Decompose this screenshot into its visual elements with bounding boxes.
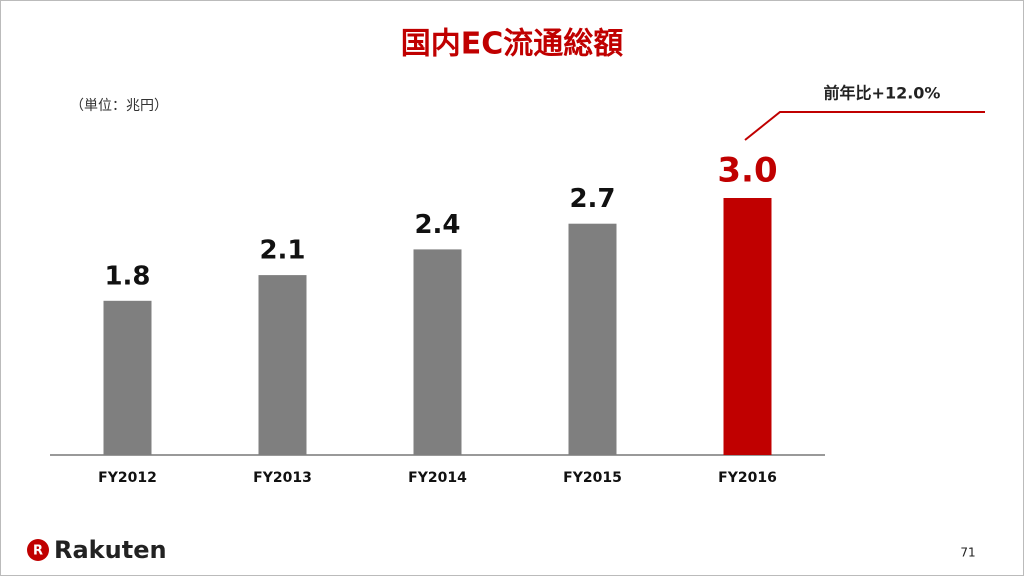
logo-icon bbox=[27, 539, 49, 561]
x-tick-label: FY2014 bbox=[408, 470, 467, 486]
annotation-line bbox=[744, 111, 985, 141]
bar bbox=[103, 300, 152, 455]
value-label: 2.7 bbox=[569, 184, 615, 214]
bar bbox=[258, 275, 307, 455]
x-tick-label: FY2012 bbox=[98, 470, 157, 486]
annotation: 前年比+12.0% bbox=[824, 84, 941, 103]
logo: R Rakuten bbox=[27, 536, 167, 564]
x-tick-label: FY2016 bbox=[718, 470, 777, 486]
value-label: 2.4 bbox=[414, 210, 460, 240]
logo-text: Rakuten bbox=[54, 536, 167, 564]
chart-title: 国内EC流通総額 bbox=[401, 27, 624, 62]
value-label: 2.1 bbox=[259, 236, 305, 266]
page-number: 71 bbox=[960, 546, 975, 560]
bar bbox=[413, 249, 462, 455]
value-label: 1.8 bbox=[104, 261, 150, 291]
logo-icon-letter: R bbox=[33, 544, 43, 559]
unit-label: （単位：兆円） bbox=[70, 98, 168, 114]
x-tick-label: FY2013 bbox=[253, 470, 312, 486]
bar bbox=[723, 198, 772, 455]
x-tick-label: FY2015 bbox=[563, 470, 622, 486]
bar bbox=[568, 223, 617, 455]
value-label: 3.0 bbox=[717, 151, 777, 191]
